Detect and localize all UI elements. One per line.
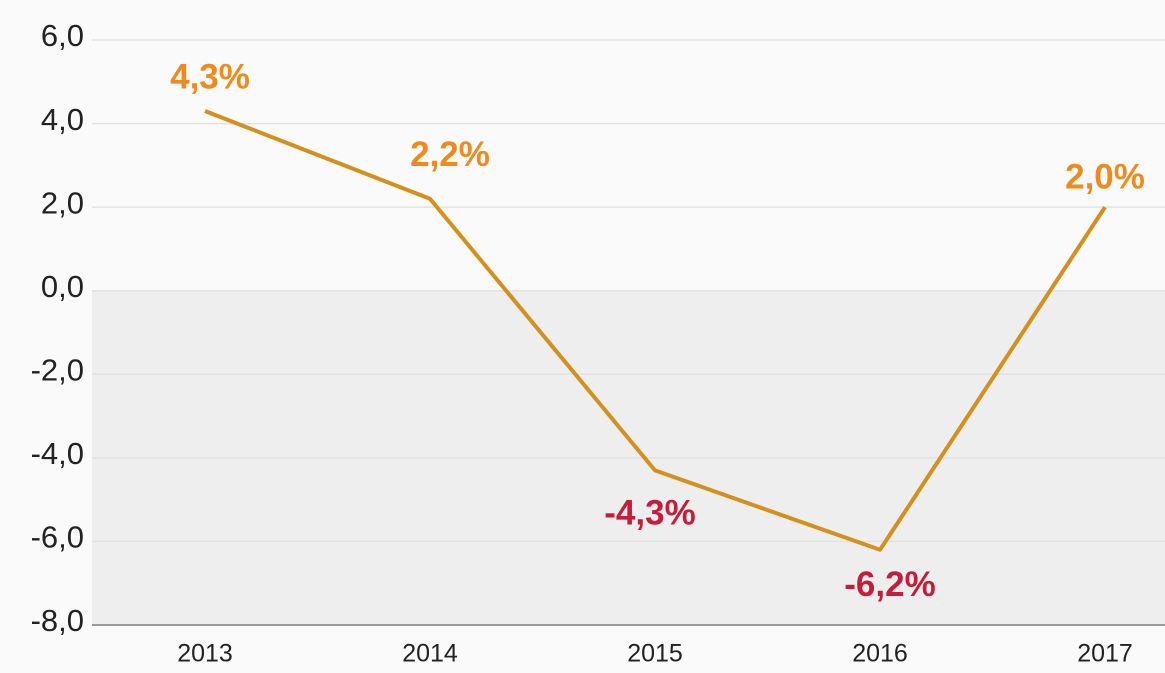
line <box>204 109 1107 552</box>
y-tick-label: -2,0 <box>31 352 84 387</box>
x-tick-label: 2017 <box>1077 640 1133 668</box>
y-tick-label: 2,0 <box>41 185 84 220</box>
y-tick-label: 0,0 <box>41 269 84 304</box>
y-tick-label: 6,0 <box>41 18 84 53</box>
value-label: -6,2% <box>844 565 935 604</box>
y-tick-label: -4,0 <box>31 436 84 471</box>
y-tick-label: 4,0 <box>41 102 84 137</box>
value-label: 2,0% <box>1065 157 1145 196</box>
value-label: 4,3% <box>170 57 250 96</box>
x-tick-label: 2016 <box>852 640 908 668</box>
x-tick-label: 2013 <box>177 640 233 668</box>
x-tick-label: 2015 <box>627 640 683 668</box>
y-tick-label: -8,0 <box>31 603 84 638</box>
value-label: 2,2% <box>410 135 490 174</box>
value-label: -4,3% <box>604 494 695 533</box>
x-tick-label: 2014 <box>402 640 458 668</box>
y-tick-label: -6,0 <box>31 520 84 555</box>
